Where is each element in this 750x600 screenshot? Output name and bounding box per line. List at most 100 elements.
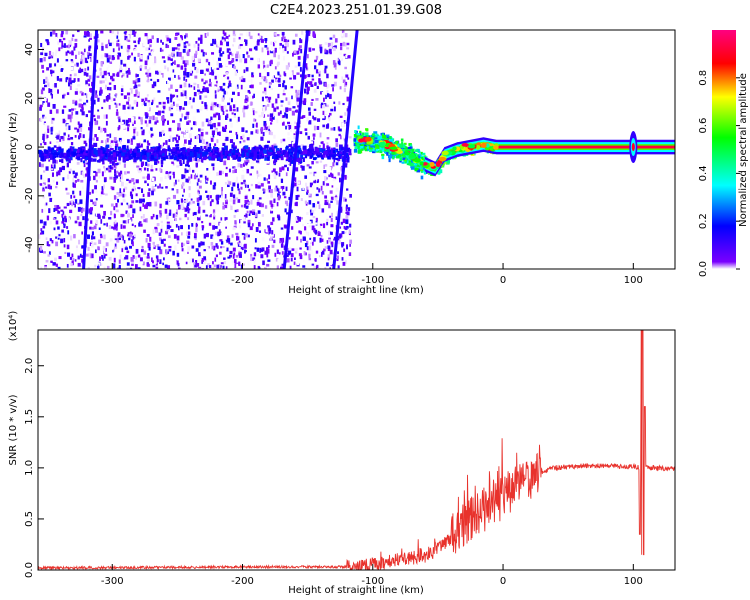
spectrogram-cell: [73, 175, 77, 179]
spectrogram-cell: [83, 174, 87, 178]
spectrogram-cell: [269, 113, 274, 118]
spectrogram-cell: [358, 147, 362, 152]
spectrogram-cell: [328, 153, 332, 159]
spectrogram-cell: [244, 58, 248, 64]
spectrogram-cell: [190, 198, 193, 201]
spectrogram-cell: [211, 157, 216, 161]
spectrogram-cell: [179, 127, 181, 131]
spectrogram-cell: [129, 204, 133, 209]
spectrogram-cell: [116, 238, 120, 243]
spectrogram-cell: [264, 155, 267, 161]
spectrogram-cell: [182, 194, 184, 197]
spectrogram-cell: [75, 88, 79, 93]
spectrogram-cell: [252, 107, 255, 113]
spectrogram-cell: [206, 108, 209, 111]
spectrogram-cell: [140, 126, 143, 130]
spectrogram-cell: [270, 87, 274, 91]
spectrogram-cell: [281, 121, 285, 126]
spectrogram-cell: [232, 169, 235, 174]
spectrogram-cell: [107, 65, 110, 69]
spectrogram-cell: [213, 182, 217, 186]
spectrogram-cell: [199, 195, 202, 200]
spectrogram-cell: [175, 212, 178, 215]
spectrogram-cell: [303, 115, 306, 118]
spectrogram-cell: [212, 225, 216, 230]
spectrogram-cell: [175, 224, 178, 228]
spectrogram-cell: [186, 114, 190, 119]
spectrogram-cell: [252, 95, 254, 99]
spectrogram-cell: [295, 217, 298, 221]
spectrogram-cell: [299, 230, 302, 235]
spectrogram-cell: [172, 61, 174, 64]
spectrogram-cell: [187, 43, 191, 47]
spectrogram-cell: [220, 246, 223, 249]
spectrogram-cell: [159, 203, 162, 209]
spectrogram-cell: [299, 131, 303, 135]
spectrogram-cell: [95, 171, 98, 177]
spectrogram-cell: [256, 77, 259, 80]
spectrogram-cell: [205, 151, 209, 155]
spectrogram-cell: [346, 147, 351, 152]
spectrogram-cell: [54, 83, 57, 88]
spectrogram-cell: [56, 135, 60, 140]
spectrogram-cell: [339, 151, 343, 154]
spectrogram-cell: [278, 172, 281, 177]
spectrogram-cell: [66, 149, 70, 154]
spectrogram-cell: [113, 85, 117, 90]
spectrogram-cell: [74, 199, 78, 204]
spectrogram-cell: [90, 199, 93, 203]
spectrogram-cell: [236, 235, 239, 241]
spectrogram-cell: [154, 201, 158, 207]
spectrogram-cell: [56, 171, 58, 177]
spectrogram-cell: [234, 71, 238, 76]
spectrogram-cell: [45, 237, 48, 241]
spectrogram-cell: [232, 247, 236, 252]
spectrogram-cell: [197, 90, 200, 95]
spectrogram-cell: [285, 159, 289, 163]
spectrogram-cell: [127, 56, 130, 60]
spectrogram-cell: [330, 217, 333, 223]
spectrogram-cell: [284, 208, 287, 213]
spectrogram-cell: [261, 214, 264, 217]
spectrogram-cell: [98, 159, 101, 163]
spectrogram-cell: [210, 180, 212, 185]
spectrogram-cell: [233, 214, 236, 218]
spectrogram-cell: [401, 161, 405, 164]
spectrogram-cell: [157, 246, 161, 250]
spectrogram-cell: [175, 180, 179, 184]
spectrogram-cell: [129, 30, 133, 34]
spectrogram-cell: [338, 239, 342, 245]
spectrogram-cell: [187, 148, 191, 153]
spectrogram-cell: [236, 119, 239, 124]
spectrogram-cell: [218, 112, 220, 117]
spectrogram-cell: [151, 190, 154, 196]
spectrogram-cell: [329, 249, 333, 255]
spectrogram-cell: [322, 143, 325, 149]
spectrogram-cell: [168, 245, 172, 249]
spectrogram-cell: [55, 33, 58, 38]
spectrogram-cell: [168, 249, 172, 252]
spectrogram-cell: [198, 128, 201, 132]
spectrogram-cell: [283, 150, 286, 155]
spectrogram-cell: [76, 154, 81, 157]
spectrogram-cell: [40, 152, 44, 157]
spectrogram-cell: [203, 155, 207, 160]
spectrogram-cell: [174, 147, 177, 152]
spectrogram-cell: [117, 198, 120, 203]
spectrogram-cell: [331, 105, 334, 108]
spectrogram-cell: [197, 43, 200, 47]
spectrogram-cell: [125, 200, 128, 205]
spectrogram-cell: [222, 94, 225, 100]
spectrogram-cell: [40, 143, 42, 146]
spectrogram-cell: [308, 120, 312, 125]
spectrogram-cell: [77, 78, 80, 82]
spectrogram-cell: [133, 86, 136, 89]
spectrogram-cell: [180, 152, 184, 156]
spectrogram-cell: [227, 54, 230, 60]
spectrogram-cell: [320, 102, 324, 106]
spectrogram-cell: [42, 138, 45, 144]
spectrogram-cell: [235, 53, 239, 59]
spectrogram-cell: [261, 237, 265, 242]
spectrogram-cell: [330, 196, 334, 201]
spectrogram-cell: [74, 180, 77, 183]
